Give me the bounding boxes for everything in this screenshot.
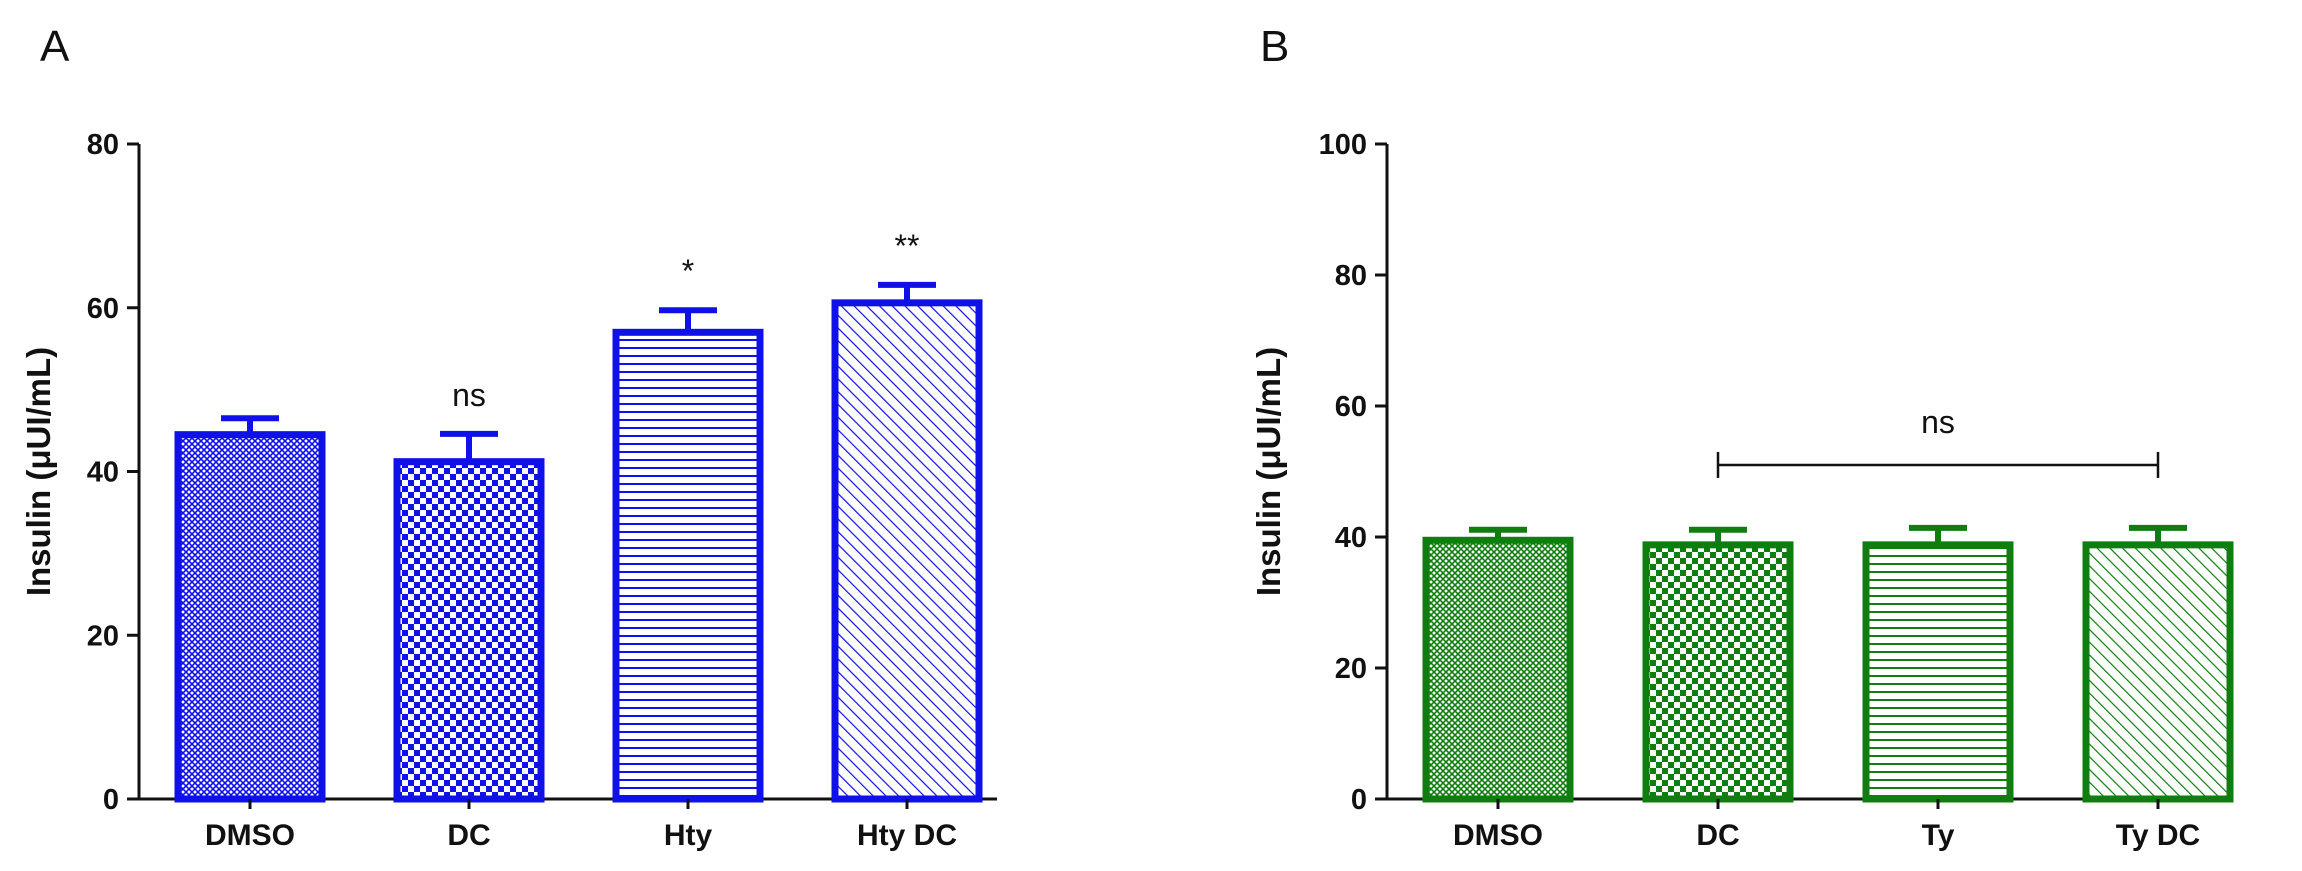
y-tick-label: 80 xyxy=(87,129,119,161)
x-tick-label: DMSO xyxy=(205,819,295,852)
x-tick-label: DC xyxy=(1696,819,1739,852)
y-tick-label: 100 xyxy=(1319,129,1367,161)
significance-label: * xyxy=(682,253,694,289)
y-axis-label: Insulin (μUI/mL) xyxy=(1250,347,1287,596)
bar xyxy=(831,299,983,803)
bar xyxy=(1422,536,1574,803)
panel-a: A 0 20 40 60 80 Insulin (μUI/mL) DMSO DC ns Hty * H… xyxy=(20,22,997,852)
y-tick-label: 0 xyxy=(103,784,119,816)
panel-b: B 0 20 40 60 80 100 Insulin (μUI/mL) DMSO DC Ty Ty… xyxy=(1230,0,2302,871)
bar xyxy=(2082,541,2234,803)
y-axis-label: Insulin (μUI/mL) xyxy=(20,347,57,596)
bar xyxy=(393,458,545,803)
x-tick-label: DC xyxy=(447,819,490,852)
bracket-label: ns xyxy=(1921,404,1955,440)
y-tick-label: 20 xyxy=(1335,653,1367,685)
y-tick-label: 20 xyxy=(87,620,119,652)
bar xyxy=(1862,541,2014,803)
y-tick-label: 40 xyxy=(87,457,119,489)
bar xyxy=(612,328,764,803)
significance-label: ns xyxy=(452,377,486,413)
x-tick-label: Ty DC xyxy=(2116,819,2200,852)
x-tick-label: Hty xyxy=(664,819,713,852)
panel-label-a: A xyxy=(40,22,70,71)
y-tick-label: 40 xyxy=(1335,522,1367,554)
bar xyxy=(174,431,326,803)
significance-label: ** xyxy=(895,228,920,264)
chart-a: 0 20 40 60 80 Insulin (μUI/mL) DMSO DC ns Hty * Hty… xyxy=(20,129,997,852)
chart-b: 0 20 40 60 80 100 Insulin (μUI/mL) DMSO DC Ty Ty D… xyxy=(1250,129,2234,852)
bar xyxy=(1642,541,1794,803)
y-tick-label: 0 xyxy=(1351,784,1367,816)
y-tick-label: 60 xyxy=(87,293,119,325)
panel-label-b: B xyxy=(1260,22,1290,71)
x-tick-label: Ty xyxy=(1922,819,1955,852)
y-tick-label: 60 xyxy=(1335,391,1367,423)
x-tick-label: Hty DC xyxy=(857,819,957,852)
y-tick-label: 80 xyxy=(1335,260,1367,292)
x-tick-label: DMSO xyxy=(1453,819,1543,852)
